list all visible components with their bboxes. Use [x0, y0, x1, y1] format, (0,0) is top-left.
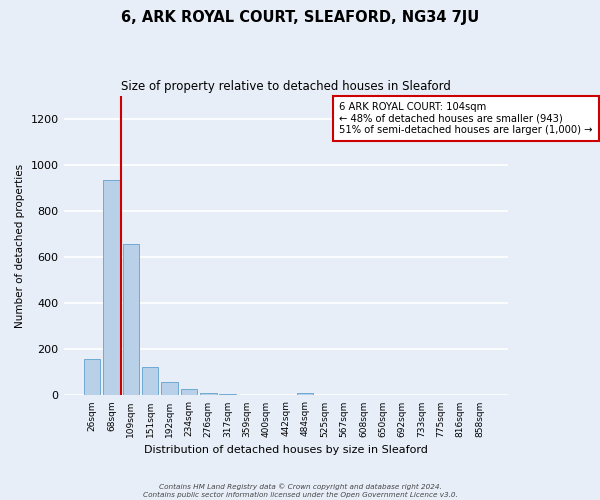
Text: Contains HM Land Registry data © Crown copyright and database right 2024.
Contai: Contains HM Land Registry data © Crown c…: [143, 484, 457, 498]
Bar: [200, 392, 217, 396]
Bar: [161, 382, 178, 396]
Bar: [103, 180, 119, 396]
Text: 6 ARK ROYAL COURT: 104sqm
← 48% of detached houses are smaller (943)
51% of semi: 6 ARK ROYAL COURT: 104sqm ← 48% of detac…: [339, 102, 593, 135]
Bar: [84, 358, 100, 396]
Bar: [142, 366, 158, 396]
Bar: [220, 394, 236, 396]
X-axis label: Distribution of detached houses by size in Sleaford: Distribution of detached houses by size …: [144, 445, 428, 455]
Text: 6, ARK ROYAL COURT, SLEAFORD, NG34 7JU: 6, ARK ROYAL COURT, SLEAFORD, NG34 7JU: [121, 10, 479, 25]
Y-axis label: Number of detached properties: Number of detached properties: [15, 164, 25, 328]
Bar: [297, 393, 313, 396]
Title: Size of property relative to detached houses in Sleaford: Size of property relative to detached ho…: [121, 80, 451, 93]
Bar: [181, 388, 197, 396]
Bar: [122, 244, 139, 396]
